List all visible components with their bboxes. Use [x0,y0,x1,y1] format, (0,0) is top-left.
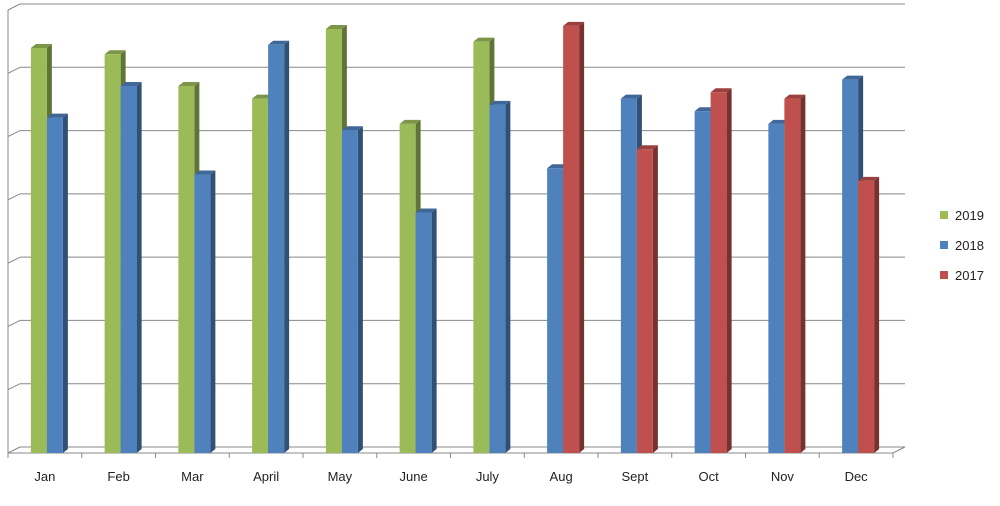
bar-2018-april [268,40,290,454]
wall-gridline [7,256,21,264]
bar-2018-feb [120,81,142,453]
legend-label: 2017 [955,267,984,283]
x-tick-label: Oct [699,469,720,484]
x-tick-label: Aug [550,469,573,484]
gridlines [7,3,905,454]
x-tick-label: Dec [845,469,869,484]
legend-item: 2017 [940,260,996,290]
wall-gridline [7,66,21,74]
x-tick-label: Mar [181,469,204,484]
legend-swatch [940,211,948,219]
x-tick-label: April [253,469,279,484]
x-tick-label: Feb [107,469,129,484]
x-tick-labels: Jan Feb Mar April May June July Aug Sept Oct Nov De… [34,469,868,484]
legend-swatch [940,241,948,249]
bar-2017-sept [636,145,658,453]
x-tick-label: Jan [34,469,55,484]
legend: 2019 2018 2017 [940,200,996,290]
axes [7,10,906,458]
wall-gridline [7,130,21,138]
wall-gridline [7,383,21,391]
bar-2017-nov [784,94,806,453]
bar-2018-july [489,100,511,453]
legend-item: 2019 [940,200,996,230]
bar-2018-june [415,208,437,453]
legend-label: 2019 [955,207,984,223]
bar-2018-jan [46,113,68,453]
legend-item: 2018 [940,230,996,260]
legend-swatch [940,271,948,279]
bar-2017-aug [563,21,585,453]
bar-2017-dec [858,176,880,453]
wall-gridline [7,193,21,201]
x-tick-label: Sept [622,469,649,484]
x-tick-label: July [476,469,500,484]
x-tick-label: June [400,469,428,484]
wall-gridline [7,3,21,11]
bar-2018-may [341,126,363,453]
x-tick-label: Nov [771,469,795,484]
wall-gridline [7,446,21,454]
x-tick-label: May [328,469,353,484]
bar-2018-mar [194,170,216,454]
legend-label: 2018 [955,237,984,253]
bar-2017-oct [710,88,732,454]
bars [30,21,880,454]
wall-gridline [7,319,21,327]
